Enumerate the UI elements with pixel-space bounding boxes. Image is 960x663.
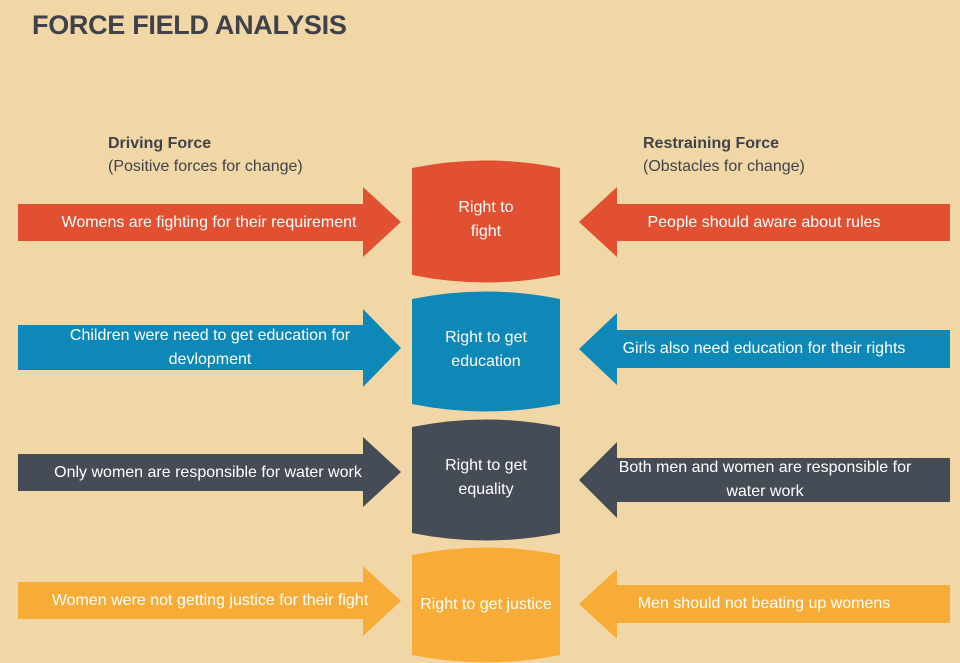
restraining-force-text: People should aware about rules [647, 213, 881, 231]
center-cylinder [412, 291, 560, 412]
driving-force-header: Driving Force (Positive forces for chang… [108, 133, 303, 179]
force-row [18, 547, 950, 663]
restraining-arrow [579, 442, 950, 518]
driving-force-heading: Driving Force [108, 135, 212, 152]
driving-force-text: Womens are fighting for their requiremen… [61, 213, 357, 231]
force-row [18, 291, 950, 412]
center-topic-text: Right to get education [445, 329, 527, 370]
restraining-force-heading: Restraining Force [643, 135, 780, 152]
restraining-force-header: Restraining Force (Obstacles for change) [643, 133, 805, 179]
driving-force-subheading: (Positive forces for change) [108, 158, 303, 175]
driving-force-text: Women were not getting justice for their… [51, 591, 369, 609]
restraining-force-text: Girls also need education for their righ… [622, 340, 906, 357]
center-cylinder [412, 419, 560, 541]
restraining-force-text: Men should not beating up womens [637, 595, 891, 612]
center-cylinder [412, 160, 560, 283]
force-row [18, 419, 950, 541]
driving-arrow [18, 437, 401, 507]
driving-force-text: Children were need to get education for … [69, 327, 351, 368]
restraining-arrow [579, 313, 950, 385]
driving-arrow [18, 187, 401, 257]
restraining-force-text: Both men and women are responsible for w… [618, 459, 912, 500]
restraining-arrow [579, 187, 950, 257]
center-topic-text: Right to get justice [420, 596, 552, 613]
center-topic-text: Right to get equality [445, 457, 527, 498]
restraining-arrow [579, 569, 950, 639]
driving-force-text: Only women are responsible for water wor… [54, 463, 362, 481]
driving-arrow [18, 566, 401, 636]
restraining-force-subheading: (Obstacles for change) [643, 158, 805, 175]
center-cylinder [412, 547, 560, 663]
center-topic-text: Right to fight [458, 199, 514, 240]
force-row [18, 160, 950, 283]
driving-arrow [18, 309, 401, 387]
page-title: FORCE FIELD ANALYSIS [32, 10, 347, 40]
